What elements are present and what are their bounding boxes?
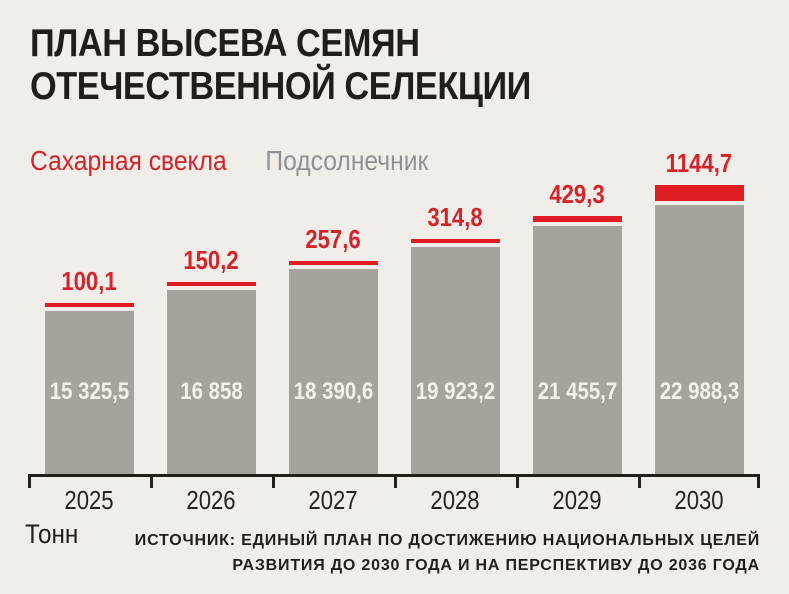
year-label-2029: 2029	[552, 485, 602, 515]
title-line-1: ПЛАН ВЫСЕВА СЕМЯН	[30, 22, 420, 65]
sugar-beet-value-label: 429,3	[549, 179, 605, 209]
sugar-beet-bar-segment	[167, 282, 256, 286]
sugar-beet-value-label: 314,8	[427, 202, 483, 232]
sugar-beet-value-label: 100,1	[61, 266, 117, 296]
chart-legend: Сахарная свекла Подсолнечник	[30, 146, 428, 176]
axis-tick	[272, 474, 275, 488]
x-axis	[28, 474, 760, 488]
sugar-beet-bar-segment	[655, 185, 744, 201]
sunflower-bar-segment: 18 390,6	[289, 269, 378, 475]
axis-tick	[757, 474, 760, 488]
bar-chart: 100,1 15 325,5 150,2 16 858 257,6 18 390,6 314…	[28, 140, 760, 475]
sugar-beet-bar-segment	[411, 239, 500, 243]
bar-group-2027: 257,6 18 390,6	[272, 140, 394, 475]
sunflower-value-label: 21 455,7	[537, 378, 618, 405]
sunflower-value-label: 19 923,2	[415, 378, 496, 405]
sugar-beet-bar-segment	[45, 303, 134, 307]
unit-label: Тонн	[25, 519, 79, 549]
sugar-beet-value-label: 1144,7	[665, 148, 733, 178]
bar-group-2026: 150,2 16 858	[150, 140, 272, 475]
sugar-beet-value-label: 257,6	[305, 224, 361, 254]
year-label-2026: 2026	[186, 485, 236, 515]
sugar-beet-value-label: 150,2	[183, 245, 239, 275]
sunflower-value-label: 15 325,5	[49, 378, 130, 405]
legend-item-sunflower: Подсолнечник	[265, 145, 429, 176]
source-credit: ИСТОЧНИК: ЕДИНЫЙ ПЛАН ПО ДОСТИЖЕНИЮ НАЦИ…	[135, 528, 760, 578]
bar-group-2028: 314,8 19 923,2	[394, 140, 516, 475]
year-label-2027: 2027	[308, 485, 358, 515]
sugar-beet-bar-segment	[289, 261, 378, 265]
title-line-2: ОТЕЧЕСТВЕННОЙ СЕЛЕКЦИИ	[30, 65, 531, 108]
sunflower-bar-segment: 22 988,3	[655, 205, 744, 475]
bar-group-2029: 429,3 21 455,7	[516, 140, 638, 475]
axis-tick	[638, 474, 641, 488]
sunflower-bar-segment: 16 858	[167, 290, 256, 475]
legend-item-sugar-beet: Сахарная свекла	[30, 145, 227, 176]
sunflower-value-label: 16 858	[180, 378, 243, 405]
source-line-2: РАЗВИТИЯ ДО 2030 ГОДА И НА ПЕРСПЕКТИВУ Д…	[232, 557, 760, 574]
bar-group-2030: 1144,7 22 988,3	[638, 140, 760, 475]
sugar-beet-bar-segment	[533, 216, 622, 222]
sunflower-value-label: 18 390,6	[293, 378, 374, 405]
sunflower-value-label: 22 988,3	[659, 378, 740, 405]
year-label-2025: 2025	[64, 485, 114, 515]
sunflower-bar-segment: 21 455,7	[533, 226, 622, 475]
sunflower-bar-segment: 19 923,2	[411, 247, 500, 475]
axis-tick	[150, 474, 153, 488]
year-label-2028: 2028	[430, 485, 480, 515]
sunflower-bar-segment: 15 325,5	[45, 311, 134, 475]
page-title: ПЛАН ВЫСЕВА СЕМЯН ОТЕЧЕСТВЕННОЙ СЕЛЕКЦИИ	[30, 22, 531, 108]
axis-tick	[516, 474, 519, 488]
bar-group-2025: 100,1 15 325,5	[28, 140, 150, 475]
axis-tick	[28, 474, 31, 488]
source-line-1: ИСТОЧНИК: ЕДИНЫЙ ПЛАН ПО ДОСТИЖЕНИЮ НАЦИ…	[134, 532, 760, 549]
axis-tick	[394, 474, 397, 488]
year-label-2030: 2030	[674, 485, 724, 515]
x-axis-labels: 2025 2026 2027 2028 2029 2030	[28, 486, 760, 514]
